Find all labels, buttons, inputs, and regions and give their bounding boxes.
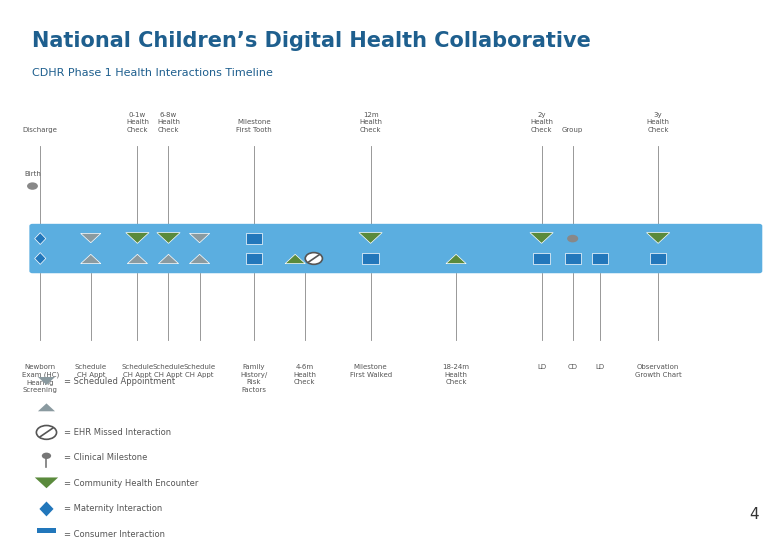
Polygon shape	[40, 502, 54, 516]
Text: = EHR Missed Interaction: = EHR Missed Interaction	[63, 428, 171, 437]
Text: 18-24m
Health
Check: 18-24m Health Check	[442, 364, 470, 385]
Text: CD: CD	[568, 364, 578, 370]
Text: 12m
Health
Check: 12m Health Check	[359, 112, 382, 133]
Text: CDHR Phase 1 Health Interactions Timeline: CDHR Phase 1 Health Interactions Timelin…	[33, 68, 273, 78]
Circle shape	[27, 183, 38, 190]
Polygon shape	[158, 254, 179, 264]
Circle shape	[567, 235, 578, 242]
Circle shape	[305, 253, 322, 265]
Text: LD: LD	[595, 364, 604, 370]
Polygon shape	[38, 403, 55, 411]
Polygon shape	[190, 233, 210, 243]
Polygon shape	[35, 477, 58, 488]
FancyBboxPatch shape	[592, 253, 608, 264]
Polygon shape	[446, 254, 466, 264]
Polygon shape	[157, 233, 180, 244]
Polygon shape	[80, 254, 101, 264]
Text: Schedule
CH Appt: Schedule CH Appt	[75, 364, 107, 377]
Polygon shape	[190, 254, 210, 264]
Text: 4-6m
Health
Check: 4-6m Health Check	[293, 364, 316, 385]
Text: = Clinical Milestone: = Clinical Milestone	[63, 454, 147, 462]
Polygon shape	[359, 233, 382, 244]
FancyBboxPatch shape	[246, 253, 262, 264]
Text: Family
History/
Risk
Factors: Family History/ Risk Factors	[240, 364, 268, 393]
Text: 0-1w
Health
Check: 0-1w Health Check	[126, 112, 149, 133]
Polygon shape	[34, 253, 46, 265]
Text: Newborn
Exam (HC)
Hearing
Screening: Newborn Exam (HC) Hearing Screening	[22, 364, 58, 393]
FancyBboxPatch shape	[363, 253, 378, 264]
Text: 4: 4	[750, 507, 759, 522]
FancyBboxPatch shape	[37, 528, 56, 540]
FancyBboxPatch shape	[565, 253, 581, 264]
FancyBboxPatch shape	[650, 253, 666, 264]
Polygon shape	[80, 233, 101, 243]
Polygon shape	[34, 233, 46, 245]
Text: LD: LD	[537, 364, 546, 370]
Text: = Community Health Encounter: = Community Health Encounter	[63, 479, 198, 488]
Text: 6-8w
Health
Check: 6-8w Health Check	[157, 112, 180, 133]
Text: National Children’s Digital Health Collaborative: National Children’s Digital Health Colla…	[33, 31, 591, 51]
Text: 3y
Health
Check: 3y Health Check	[647, 112, 670, 133]
Text: 2y
Health
Check: 2y Health Check	[530, 112, 553, 133]
Polygon shape	[127, 254, 147, 264]
Text: Schedule
CH Appt: Schedule CH Appt	[183, 364, 215, 377]
Text: Schedule
CH Appt: Schedule CH Appt	[122, 364, 154, 377]
Text: Group: Group	[562, 127, 583, 133]
Text: Milestone
First Tooth: Milestone First Tooth	[236, 119, 272, 133]
Text: Observation
Growth Chart: Observation Growth Chart	[635, 364, 682, 377]
FancyBboxPatch shape	[30, 224, 762, 273]
Text: = Maternity Interaction: = Maternity Interaction	[63, 504, 161, 514]
Text: Milestone
First Walked: Milestone First Walked	[349, 364, 392, 377]
Text: = Scheduled Appointment: = Scheduled Appointment	[63, 377, 175, 386]
Circle shape	[37, 426, 57, 440]
Text: Birth: Birth	[24, 171, 41, 177]
FancyBboxPatch shape	[246, 233, 262, 244]
FancyBboxPatch shape	[534, 253, 550, 264]
Text: Schedule
CH Appt: Schedule CH Appt	[152, 364, 185, 377]
Polygon shape	[126, 233, 149, 244]
Text: = Consumer Interaction: = Consumer Interaction	[63, 530, 165, 539]
Text: Discharge: Discharge	[23, 127, 58, 133]
Polygon shape	[530, 233, 553, 244]
Circle shape	[42, 453, 51, 459]
Polygon shape	[647, 233, 670, 244]
Polygon shape	[285, 254, 305, 264]
Polygon shape	[38, 377, 55, 385]
